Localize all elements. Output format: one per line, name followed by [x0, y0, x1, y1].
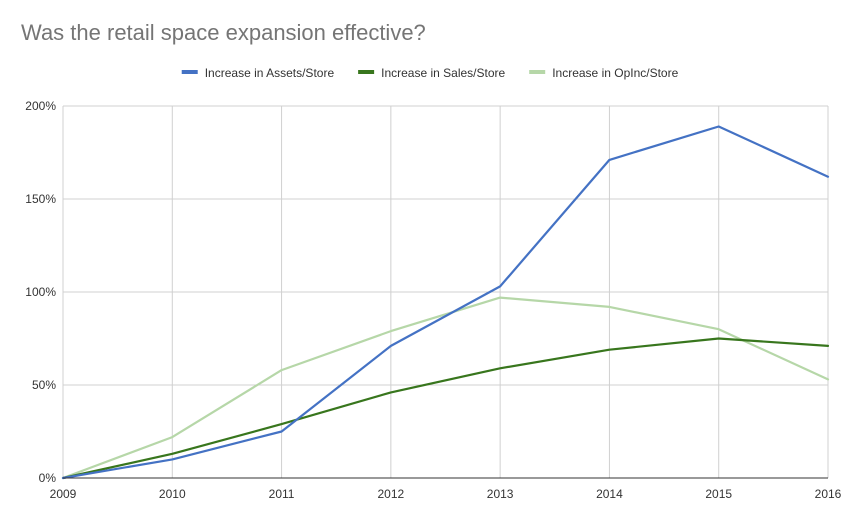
legend-swatch: [529, 70, 546, 74]
y-tick-label: 150%: [25, 192, 56, 206]
x-tick-label: 2015: [705, 487, 732, 501]
grid-layer: [62, 105, 829, 479]
y-tick-label: 100%: [25, 285, 56, 299]
legend: Increase in Assets/Store Increase in Sale…: [181, 66, 679, 80]
legend-label: Increase in Assets/Store: [205, 66, 335, 80]
axis-layer: 0% 50% 100% 150% 200% 2009 2010 2011 2012 2013 201…: [25, 99, 841, 501]
x-tick-label: 2010: [159, 487, 186, 501]
legend-item[interactable]: Increase in Sales/Store: [358, 66, 506, 80]
legend-item[interactable]: Increase in Assets/Store: [181, 66, 335, 80]
legend-swatch: [181, 70, 198, 74]
legend-item[interactable]: Increase in OpInc/Store: [529, 66, 679, 80]
series-line-3: [61, 296, 830, 480]
y-tick-label: 50%: [32, 378, 56, 392]
series-line-2: [61, 337, 830, 480]
x-tick-label: 2009: [50, 487, 77, 501]
x-tick-label: 2012: [378, 487, 405, 501]
y-tick-label: 200%: [25, 99, 56, 113]
legend-label: Increase in Sales/Store: [381, 66, 505, 80]
x-tick-label: 2011: [269, 487, 295, 501]
legend-label: Increase in OpInc/Store: [552, 66, 678, 80]
series-layer: [61, 125, 830, 480]
legend-swatch: [358, 70, 375, 74]
chart-title: Was the retail space expansion effective…: [21, 20, 426, 45]
x-tick-label: 2014: [596, 487, 623, 501]
y-tick-label: 0%: [39, 471, 57, 485]
series-line-1: [61, 125, 830, 480]
x-tick-label: 2016: [815, 487, 842, 501]
x-tick-label: 2013: [487, 487, 514, 501]
